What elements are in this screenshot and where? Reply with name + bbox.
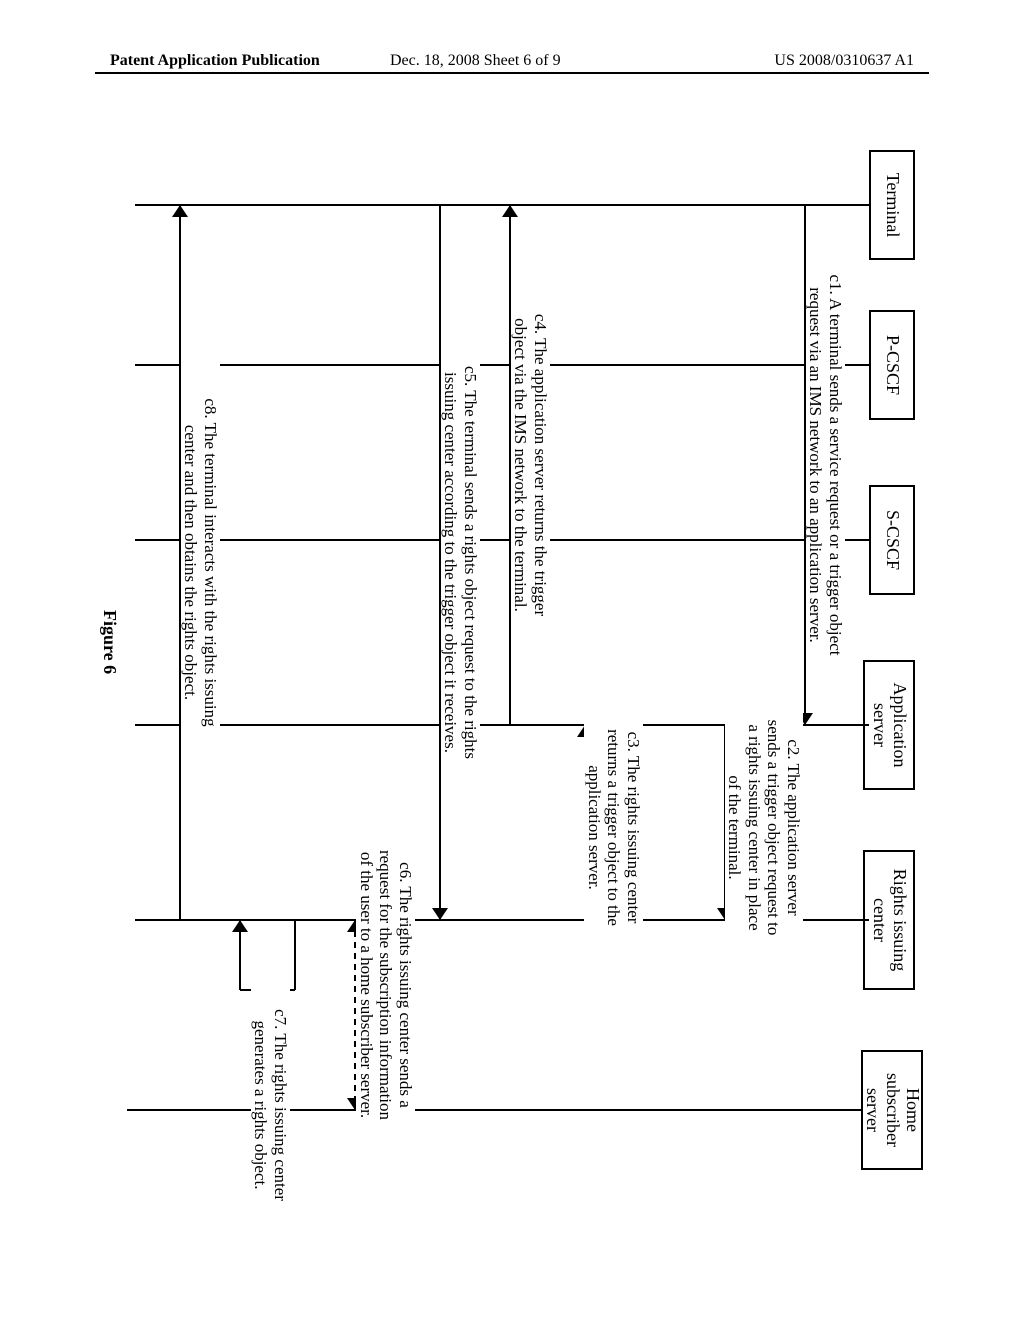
entity-ri: Rights issuingcenter bbox=[863, 850, 915, 990]
entity-hss: Homesubscriberserver bbox=[861, 1050, 923, 1170]
lifeline-pcscf bbox=[135, 364, 869, 366]
msg-label-c6: c6. The rights issuing center sends areq… bbox=[356, 825, 415, 1145]
lifeline-scscf bbox=[135, 539, 869, 541]
figure-caption: Figure 6 bbox=[99, 610, 120, 674]
msg-label-c5: c5. The terminal sends a rights object r… bbox=[441, 323, 480, 803]
msg-label-c8: c8. The terminal interacts with the righ… bbox=[181, 363, 220, 763]
header-rule bbox=[95, 72, 929, 74]
msg-label-c1: c1. A terminal sends a service request o… bbox=[806, 233, 845, 697]
lifeline-terminal bbox=[135, 204, 869, 206]
entity-as: Applicationserver bbox=[863, 660, 915, 790]
header-right: US 2008/0310637 A1 bbox=[774, 52, 914, 70]
entity-terminal: Terminal bbox=[869, 150, 915, 260]
header-left: Patent Application Publication bbox=[110, 52, 320, 70]
sequence-diagram: Figure 6 Terminal P-CSCF S-CSCF Application… bbox=[85, 130, 915, 1190]
entity-scscf: S-CSCF bbox=[869, 485, 915, 595]
msg-label-c4: c4. The application server returns the t… bbox=[511, 281, 550, 649]
msg-label-c7: c7. The rights issuing centergenerates a… bbox=[251, 989, 290, 1221]
msg-label-c3: c3. The rights issuing centerreturns a t… bbox=[584, 704, 643, 952]
msg-label-c2: c2. The application serversends a trigge… bbox=[725, 696, 803, 960]
entity-pcscf: P-CSCF bbox=[869, 310, 915, 420]
lifeline-hss bbox=[127, 1109, 861, 1111]
header-center: Dec. 18, 2008 Sheet 6 of 9 bbox=[390, 52, 561, 70]
